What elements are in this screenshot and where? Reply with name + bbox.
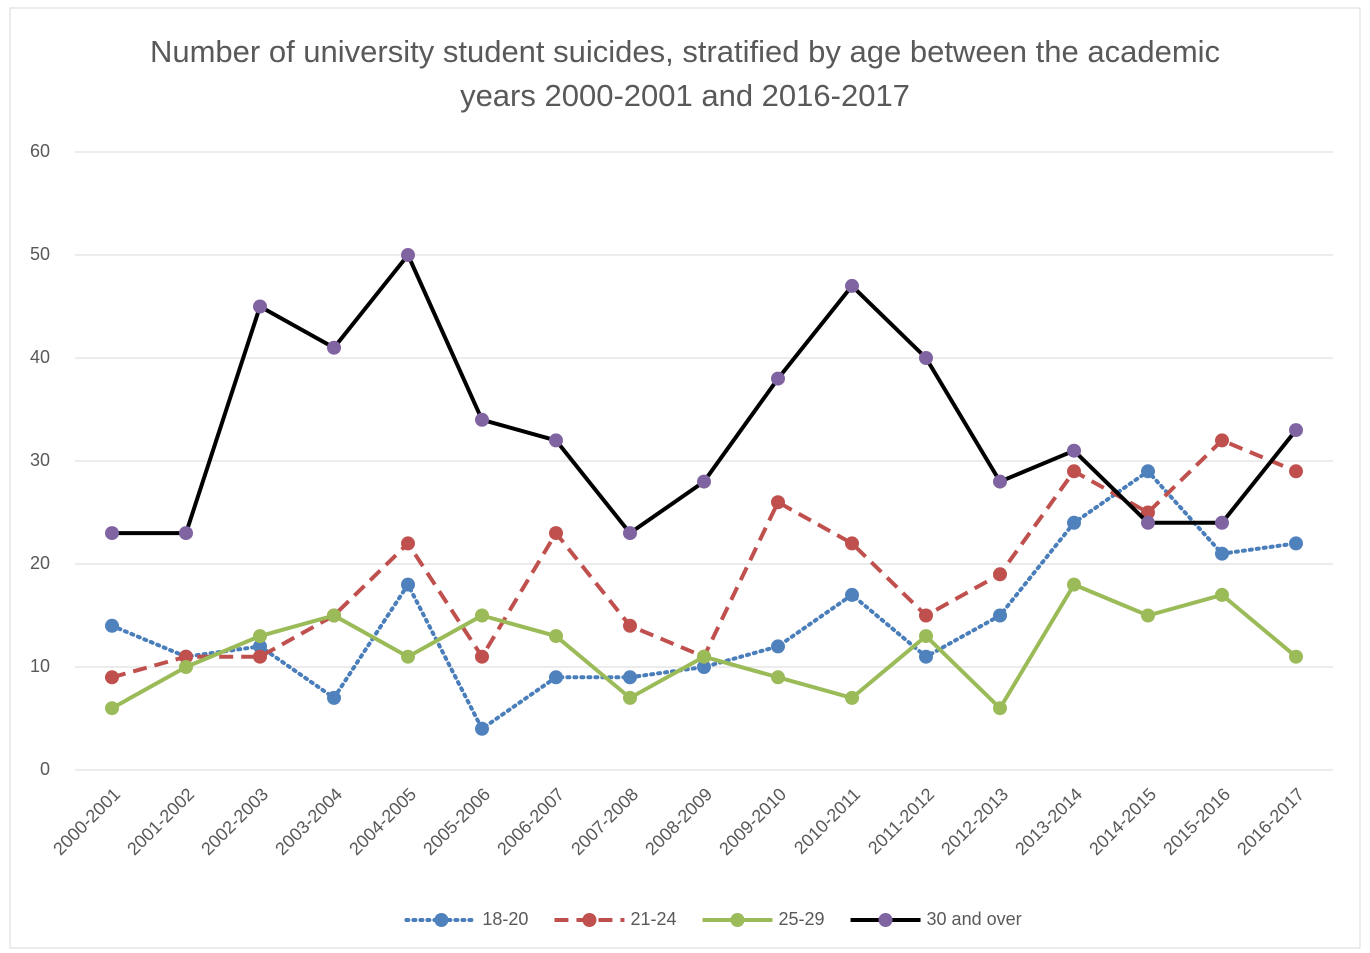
y-tick-label: 20 bbox=[30, 553, 50, 573]
point bbox=[1215, 587, 1229, 602]
legend-label: 30 and over bbox=[927, 909, 1022, 929]
point bbox=[919, 351, 933, 365]
point bbox=[845, 690, 859, 705]
point bbox=[919, 649, 933, 664]
point bbox=[549, 670, 563, 685]
point bbox=[623, 618, 637, 633]
point bbox=[1141, 505, 1155, 520]
y-tick-label: 0 bbox=[40, 759, 50, 779]
point bbox=[1215, 546, 1229, 561]
point bbox=[771, 670, 785, 685]
point bbox=[993, 567, 1007, 582]
point bbox=[327, 608, 341, 623]
point bbox=[475, 412, 489, 427]
point bbox=[1067, 464, 1081, 479]
point bbox=[771, 639, 785, 654]
point bbox=[253, 649, 267, 664]
point bbox=[179, 660, 193, 674]
point bbox=[105, 670, 119, 685]
legend-marker bbox=[582, 913, 597, 927]
point bbox=[919, 608, 933, 623]
point bbox=[623, 670, 637, 685]
point bbox=[475, 608, 489, 623]
point bbox=[549, 526, 563, 541]
point bbox=[401, 577, 415, 592]
point bbox=[1067, 577, 1081, 592]
point bbox=[549, 629, 563, 644]
y-tick-label: 10 bbox=[30, 656, 50, 676]
legend-marker bbox=[434, 913, 449, 927]
legend-label: 18-20 bbox=[482, 909, 528, 929]
point bbox=[993, 608, 1007, 623]
y-tick-label: 60 bbox=[30, 141, 50, 161]
point bbox=[105, 701, 119, 716]
point bbox=[845, 587, 859, 602]
point bbox=[179, 526, 193, 541]
point bbox=[845, 278, 859, 293]
point bbox=[771, 495, 785, 510]
point bbox=[697, 474, 711, 489]
point bbox=[1067, 515, 1081, 530]
point bbox=[475, 721, 489, 736]
point bbox=[401, 649, 415, 664]
legend-marker bbox=[730, 913, 745, 927]
point bbox=[105, 618, 119, 633]
y-tick-label: 30 bbox=[30, 450, 50, 470]
point bbox=[1141, 515, 1155, 530]
point bbox=[993, 474, 1007, 489]
point bbox=[771, 371, 785, 386]
point bbox=[1289, 464, 1303, 479]
point bbox=[623, 526, 637, 541]
point bbox=[549, 433, 563, 448]
point bbox=[179, 649, 193, 664]
point bbox=[253, 299, 267, 314]
legend-label: 25-29 bbox=[778, 909, 824, 929]
point bbox=[401, 536, 415, 551]
legend: 18-20 21-24 25-29 30 and over bbox=[404, 909, 1022, 929]
point bbox=[105, 526, 119, 541]
point bbox=[1067, 443, 1081, 458]
point bbox=[919, 629, 933, 644]
point bbox=[623, 690, 637, 705]
point bbox=[1289, 423, 1303, 438]
point bbox=[253, 629, 267, 644]
chart-title: Number of university student suicides, s… bbox=[149, 34, 1221, 113]
point bbox=[697, 649, 711, 664]
legend-label: 21-24 bbox=[630, 909, 676, 929]
y-tick-label: 50 bbox=[30, 244, 50, 264]
point bbox=[401, 248, 415, 262]
y-tick-label: 40 bbox=[30, 347, 50, 367]
point bbox=[1141, 608, 1155, 623]
point bbox=[845, 536, 859, 551]
point bbox=[993, 701, 1007, 716]
point bbox=[327, 690, 341, 705]
point bbox=[475, 649, 489, 664]
point bbox=[1289, 536, 1303, 551]
point bbox=[1289, 649, 1303, 664]
legend-marker bbox=[878, 913, 893, 927]
point bbox=[253, 639, 267, 654]
series-line bbox=[110, 469, 1298, 731]
point bbox=[697, 660, 711, 674]
point bbox=[1141, 464, 1155, 479]
point bbox=[327, 340, 341, 355]
point bbox=[1215, 515, 1229, 530]
point bbox=[1215, 433, 1229, 448]
